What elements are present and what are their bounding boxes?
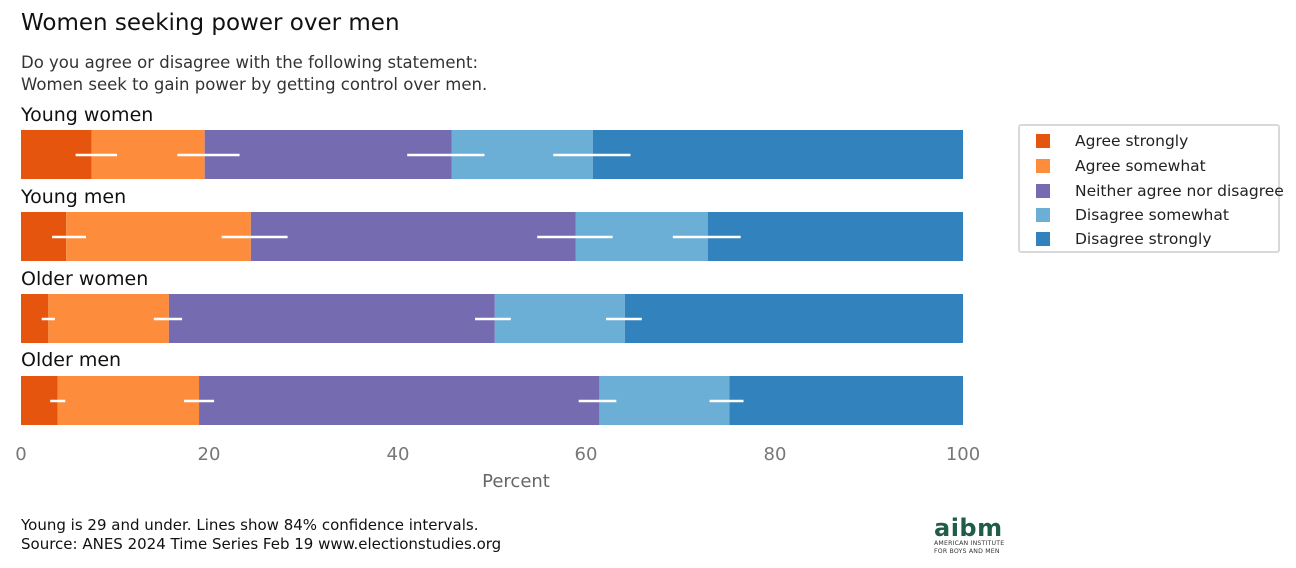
legend-item-neither: Neither agree nor disagree <box>1036 181 1284 201</box>
bar-older-men-neither-agree-nor-disagree <box>199 376 600 425</box>
legend-swatch <box>1036 232 1050 246</box>
legend-label: Neither agree nor disagree <box>1075 182 1284 200</box>
group-label-young-men: Young men <box>21 186 127 208</box>
group-label-older-women: Older women <box>21 268 149 290</box>
bar-older-women-disagree-strongly <box>624 294 963 343</box>
bar-older-men-disagree-strongly <box>729 376 963 425</box>
x-tick-label: 60 <box>574 444 598 465</box>
bar-older-women-disagree-somewhat <box>494 294 625 343</box>
logo-subtitle-1: AMERICAN INSTITUTE <box>934 540 1005 547</box>
legend-label: Disagree strongly <box>1075 230 1212 248</box>
x-tick-label: 40 <box>386 444 410 465</box>
legend-label: Agree strongly <box>1075 132 1189 150</box>
bar-young-women-disagree-strongly <box>592 130 963 179</box>
subtitle-line-2: Women seek to gain power by getting cont… <box>21 75 488 94</box>
legend-label: Agree somewhat <box>1075 157 1206 175</box>
group-label-young-women: Young women <box>21 104 154 126</box>
legend: Agree strongly Agree somewhat Neither ag… <box>1018 124 1284 253</box>
x-tick-label: 0 <box>15 444 27 465</box>
logo-subtitle-2: FOR BOYS AND MEN <box>934 547 1000 555</box>
legend-swatch <box>1036 208 1050 222</box>
footer-note: Young is 29 and under. Lines show 84% co… <box>21 516 501 554</box>
legend-swatch <box>1036 134 1050 148</box>
aibm-logo: aibm AMERICAN INSTITUTE FOR BOYS AND MEN <box>934 516 1024 555</box>
bar-young-men-neither-agree-nor-disagree <box>250 212 576 261</box>
legend-item-disagree-somewhat: Disagree somewhat <box>1036 205 1229 225</box>
legend-item-disagree-strongly: Disagree strongly <box>1036 229 1212 249</box>
legend-item-agree-strongly: Agree strongly <box>1036 131 1188 151</box>
stacked-bar-plot <box>21 130 963 425</box>
chart-subtitle: Do you agree or disagree with the follow… <box>21 52 487 96</box>
legend-swatch <box>1036 184 1050 198</box>
logo-wordmark: aibm <box>934 514 1003 542</box>
x-tick-label: 80 <box>763 444 787 465</box>
bar-older-women-agree-somewhat <box>48 294 169 343</box>
legend-label: Disagree somewhat <box>1075 206 1229 224</box>
chart-title: Women seeking power over men <box>21 10 400 36</box>
footer-line-2: Source: ANES 2024 Time Series Feb 19 www… <box>21 535 502 553</box>
bar-older-men-disagree-somewhat <box>599 376 730 425</box>
legend-swatch <box>1036 159 1050 173</box>
bar-young-men-agree-somewhat <box>66 212 251 261</box>
bar-older-women-neither-agree-nor-disagree <box>168 294 495 343</box>
x-axis-label: Percent <box>482 471 550 492</box>
x-tick-label: 100 <box>945 444 981 465</box>
legend-item-agree-somewhat: Agree somewhat <box>1036 156 1206 176</box>
group-label-older-men: Older men <box>21 349 122 371</box>
footer-line-1: Young is 29 and under. Lines show 84% co… <box>21 516 479 534</box>
bar-older-men-agree-somewhat <box>57 376 200 425</box>
bar-young-men-disagree-strongly <box>707 212 963 261</box>
x-tick-label: 20 <box>197 444 221 465</box>
subtitle-line-1: Do you agree or disagree with the follow… <box>21 53 478 72</box>
